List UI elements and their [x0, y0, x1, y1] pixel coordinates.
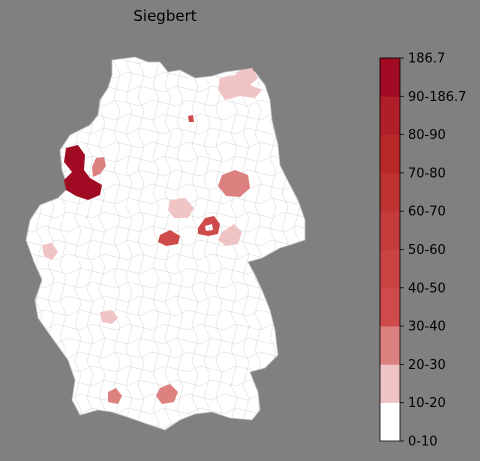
colorbar-label: 90-186.7 — [408, 90, 466, 105]
district-nw-large — [64, 145, 102, 200]
colorbar-label: 80-90 — [408, 128, 446, 143]
colorbar-swatch — [380, 96, 400, 135]
district-center — [158, 230, 180, 246]
district-east-center — [218, 170, 250, 197]
colorbar-swatch — [380, 326, 400, 365]
colorbar-swatch — [380, 287, 400, 327]
map-title: Siegbert — [133, 7, 197, 25]
district-west — [42, 243, 58, 260]
colorbar-label: 40-50 — [408, 281, 446, 296]
highlighted-districts — [42, 68, 262, 404]
colorbar-label: 20-30 — [408, 358, 446, 373]
colorbar-label: 60-70 — [408, 205, 446, 220]
colorbar-swatch — [380, 364, 400, 403]
colorbar-swatch — [380, 402, 400, 442]
colorbar-label: 50-60 — [408, 243, 446, 258]
district-nw-small — [92, 157, 106, 177]
colorbar: 0-10 10-20 20-30 30-40 40-50 50-60 60-70 70-80 8… — [379, 52, 466, 450]
district-north-dot — [188, 115, 194, 122]
colorbar-label: 186.7 — [408, 52, 445, 67]
colorbar-swatch — [380, 134, 400, 174]
colorbar-label: 30-40 — [408, 320, 446, 335]
colorbar-swatch — [380, 211, 400, 250]
district-north-coast — [218, 68, 262, 100]
colorbar-swatch — [380, 58, 400, 97]
germany-map — [25, 56, 306, 431]
district-center-east — [218, 224, 242, 246]
colorbar-label: 70-80 — [408, 166, 446, 181]
district-center-ring — [198, 216, 220, 236]
district-southwest — [100, 310, 118, 324]
district-south-a — [108, 388, 122, 404]
district-center-west — [168, 198, 194, 218]
colorbar-label: 0-10 — [408, 435, 438, 450]
colorbar-label: 10-20 — [408, 396, 446, 411]
district-south-b — [156, 384, 178, 404]
colorbar-swatch — [380, 249, 400, 289]
colorbar-swatch — [380, 172, 400, 212]
